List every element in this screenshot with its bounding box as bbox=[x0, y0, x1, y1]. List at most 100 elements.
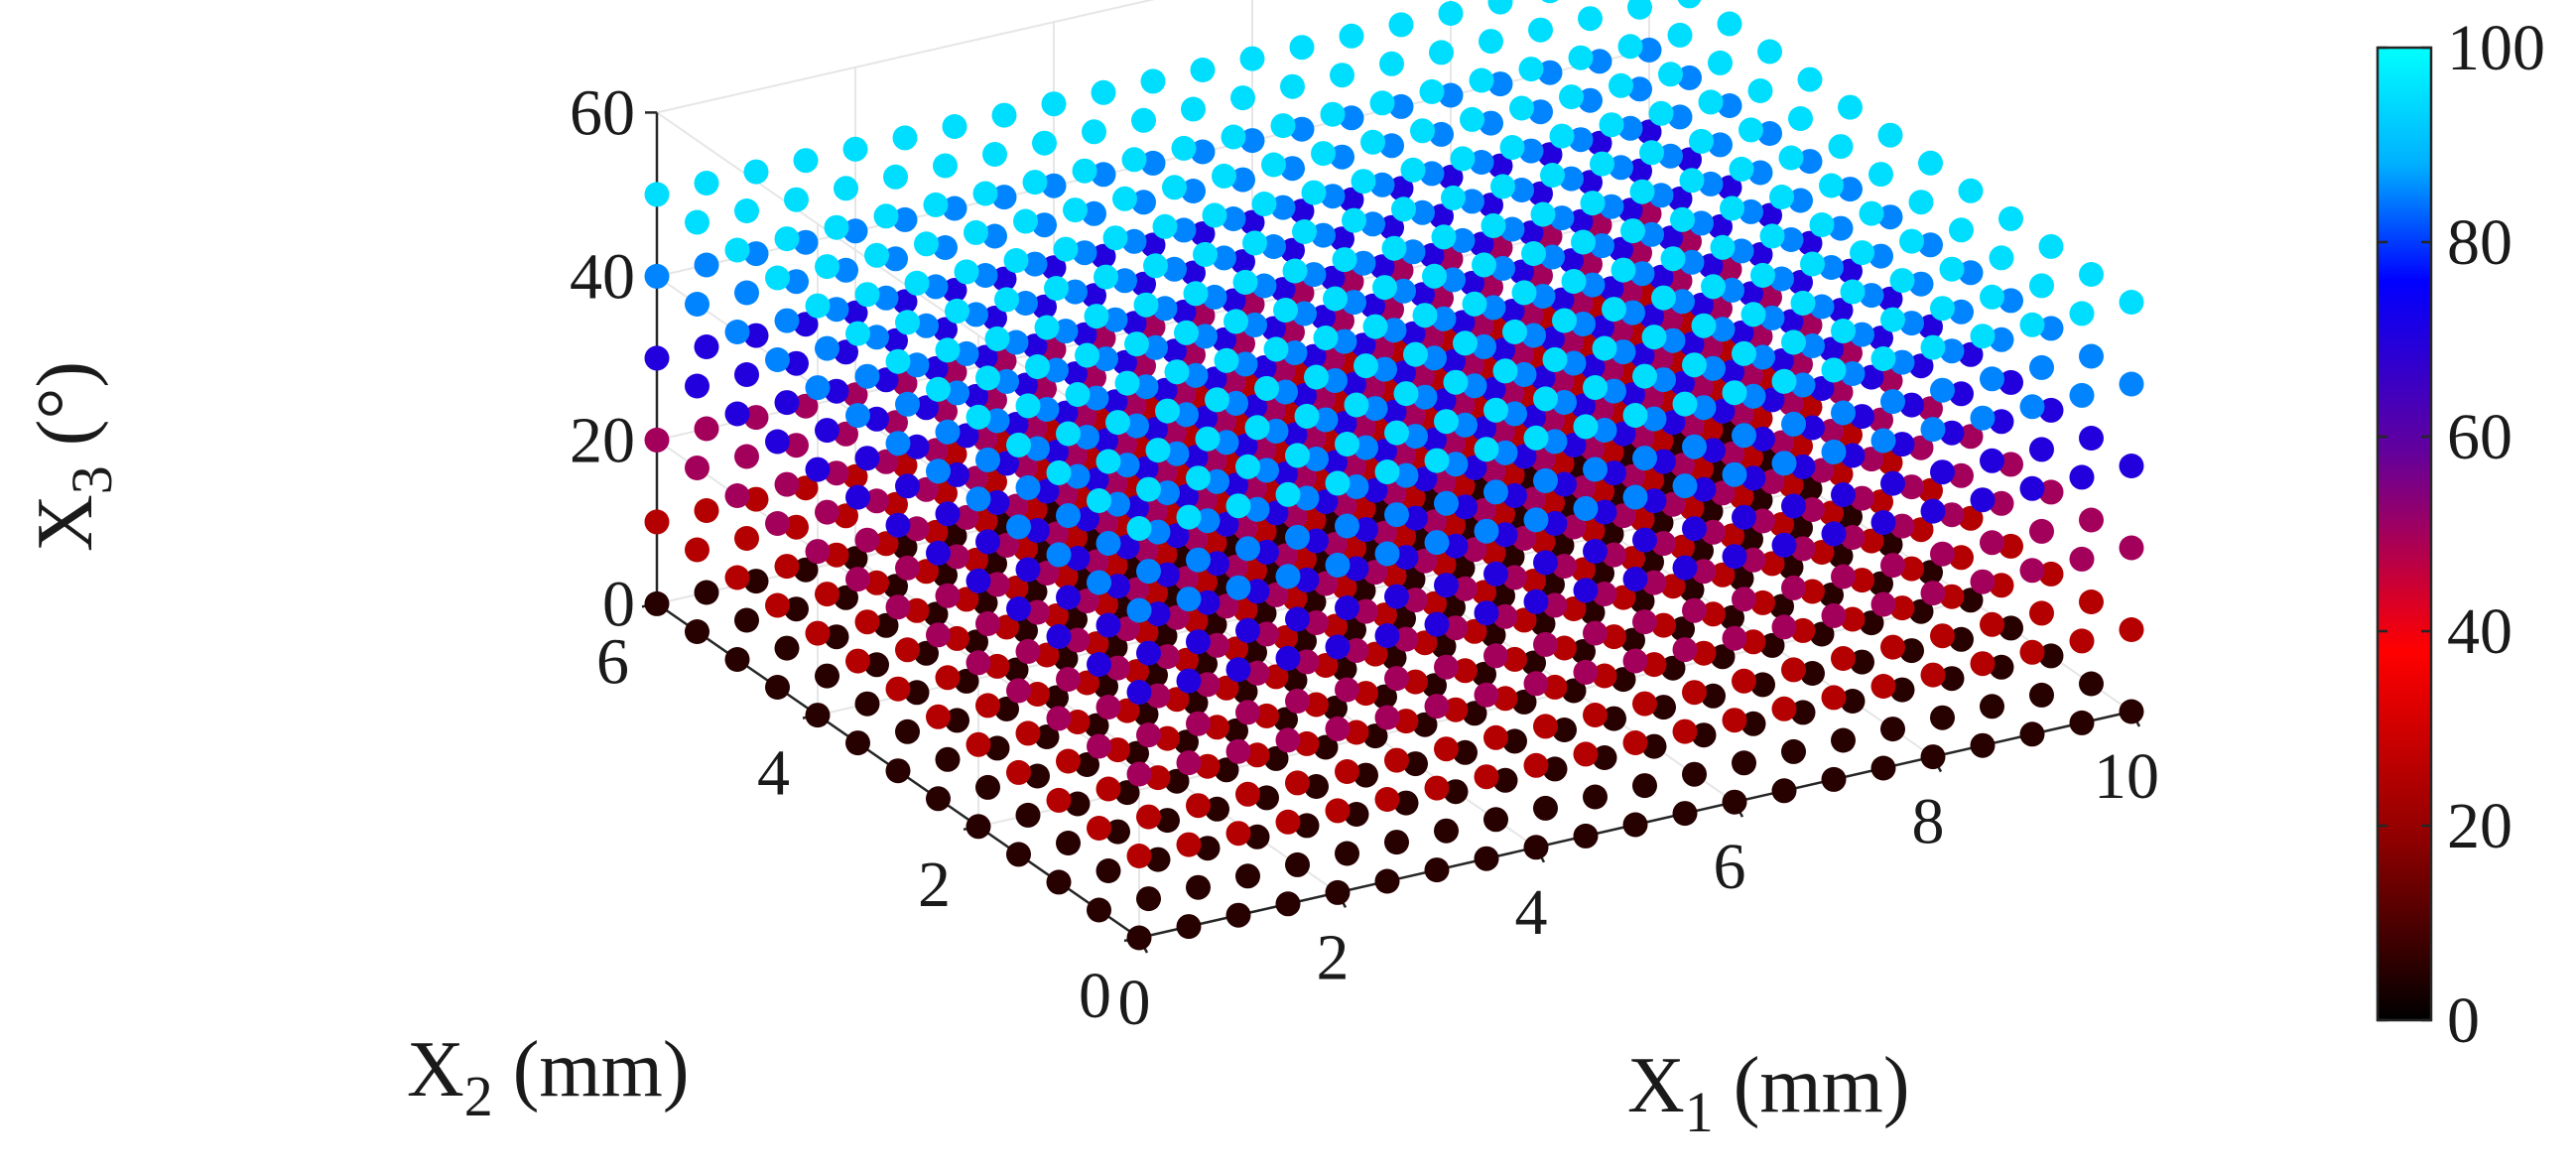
data-point bbox=[1483, 561, 1508, 587]
data-point bbox=[1609, 155, 1633, 181]
data-point bbox=[1453, 739, 1478, 765]
data-point bbox=[1369, 172, 1395, 197]
data-point bbox=[1651, 367, 1676, 393]
data-point bbox=[2019, 721, 2045, 747]
data-point bbox=[1263, 745, 1289, 771]
data-point bbox=[1015, 720, 1041, 746]
data-point bbox=[1549, 369, 1575, 395]
data-point bbox=[1828, 379, 1854, 405]
data-point bbox=[1013, 372, 1038, 398]
data-point bbox=[1561, 514, 1587, 540]
data-point bbox=[1821, 439, 1847, 464]
data-point bbox=[1717, 11, 1742, 37]
data-point bbox=[1720, 604, 1744, 630]
data-point bbox=[854, 363, 880, 389]
data-point bbox=[1214, 675, 1239, 701]
data-point bbox=[1549, 451, 1575, 476]
data-point bbox=[1186, 629, 1211, 655]
data-point bbox=[1056, 585, 1081, 610]
data-point bbox=[1094, 674, 1118, 700]
data-point bbox=[1410, 282, 1435, 308]
data-point bbox=[1672, 555, 1698, 581]
data-point bbox=[1868, 162, 1893, 188]
data-point bbox=[1351, 578, 1376, 603]
data-point bbox=[1374, 459, 1400, 484]
data-point bbox=[774, 390, 800, 416]
data-point bbox=[1424, 775, 1450, 801]
data-point bbox=[1114, 616, 1140, 642]
data-point bbox=[1212, 409, 1236, 435]
data-point bbox=[1003, 576, 1029, 600]
data-point bbox=[966, 486, 991, 512]
data-point bbox=[1063, 279, 1088, 305]
data-point bbox=[1523, 507, 1549, 533]
data-point bbox=[1369, 254, 1395, 280]
data-point bbox=[1235, 536, 1260, 562]
data-point bbox=[1176, 914, 1202, 940]
data-point bbox=[1351, 332, 1376, 358]
data-point bbox=[942, 442, 967, 466]
data-point bbox=[2069, 710, 2095, 735]
data-point bbox=[1294, 649, 1320, 675]
data-point bbox=[1335, 841, 1359, 866]
data-point bbox=[1164, 523, 1190, 549]
data-point bbox=[864, 242, 889, 268]
data-point bbox=[1342, 535, 1366, 561]
data-point bbox=[1658, 225, 1683, 251]
data-point bbox=[1920, 417, 1946, 443]
data-point bbox=[964, 465, 988, 491]
data-point bbox=[1648, 346, 1674, 372]
data-point bbox=[994, 532, 1019, 558]
data-point bbox=[1821, 685, 1847, 711]
data-point bbox=[1261, 234, 1286, 259]
data-point bbox=[1797, 476, 1823, 502]
data-point bbox=[1041, 336, 1067, 362]
data-point bbox=[933, 153, 958, 179]
data-point bbox=[1769, 512, 1794, 537]
data-point bbox=[1472, 333, 1496, 359]
data-point bbox=[1152, 623, 1178, 649]
data-point bbox=[1918, 560, 1943, 586]
data-point bbox=[984, 489, 1010, 515]
data-point bbox=[1075, 506, 1099, 532]
data-point bbox=[1788, 106, 1813, 131]
data-point bbox=[1523, 671, 1549, 697]
data-point bbox=[1232, 679, 1258, 705]
data-point bbox=[1412, 303, 1438, 328]
data-point bbox=[1769, 348, 1794, 373]
data-point bbox=[1087, 733, 1111, 759]
data-point bbox=[1599, 194, 1624, 219]
data-point bbox=[1342, 371, 1366, 397]
data-point bbox=[1289, 280, 1315, 306]
data-point bbox=[1732, 504, 1756, 530]
data-point bbox=[1282, 422, 1308, 448]
data-point bbox=[1369, 90, 1395, 116]
data-point bbox=[1809, 457, 1835, 483]
data-point bbox=[1353, 353, 1378, 379]
x3-tick-label: 0 bbox=[602, 568, 635, 640]
data-point bbox=[1235, 781, 1260, 807]
data-point bbox=[1174, 647, 1199, 673]
data-point bbox=[1082, 119, 1106, 145]
data-point bbox=[694, 171, 719, 196]
data-point bbox=[1094, 591, 1118, 617]
data-point bbox=[774, 226, 800, 252]
data-point bbox=[854, 527, 880, 553]
data-point bbox=[1592, 418, 1617, 443]
data-point bbox=[1443, 697, 1469, 722]
data-point bbox=[1400, 157, 1426, 183]
data-point bbox=[1838, 422, 1863, 448]
data-point bbox=[1708, 296, 1733, 322]
data-point bbox=[1821, 766, 1847, 792]
data-point bbox=[1750, 672, 1775, 698]
data-point bbox=[2069, 464, 2095, 490]
data-point bbox=[1908, 353, 1934, 379]
data-point bbox=[1094, 428, 1118, 454]
data-point bbox=[1472, 416, 1496, 442]
data-point bbox=[1313, 571, 1339, 596]
data-point bbox=[1710, 562, 1736, 588]
data-point bbox=[1282, 668, 1308, 693]
data-point bbox=[1084, 467, 1109, 493]
data-point bbox=[724, 647, 750, 672]
